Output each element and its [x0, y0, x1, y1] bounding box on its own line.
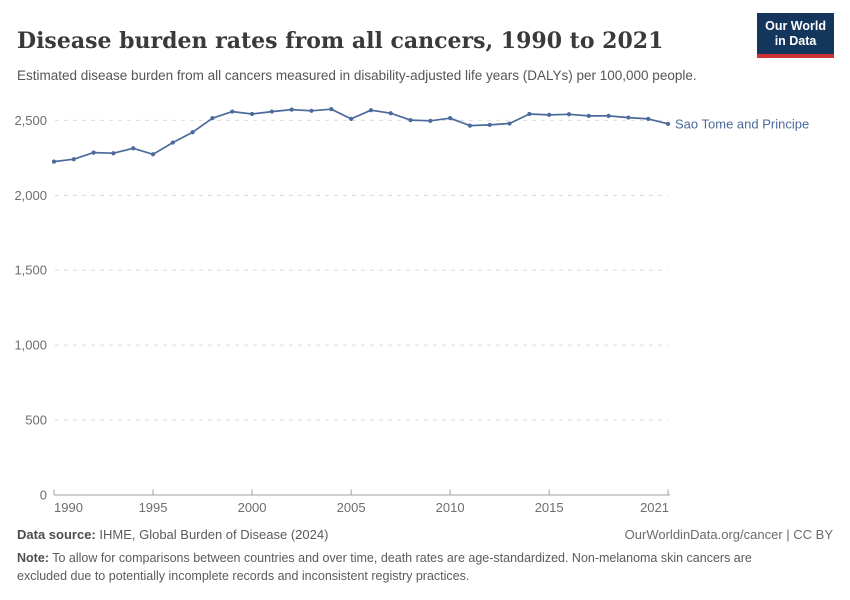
data-source-label: Data source:: [17, 527, 96, 542]
data-point-2020[interactable]: [646, 116, 651, 122]
data-source-value: IHME, Global Burden of Disease (2024): [95, 527, 329, 542]
data-point-2019[interactable]: [626, 115, 631, 120]
data-point-2003[interactable]: [309, 108, 314, 113]
data-point-2018[interactable]: [606, 113, 611, 119]
data-point-1996[interactable]: [170, 140, 175, 145]
data-point-2005[interactable]: [348, 116, 354, 122]
data-point-2010[interactable]: [448, 116, 453, 121]
data-point-2001[interactable]: [269, 109, 274, 114]
data-point-1991[interactable]: [71, 157, 76, 162]
data-point-2015[interactable]: [547, 112, 552, 117]
x-axis-label-2021: 2021: [640, 500, 669, 515]
y-axis-label-1500: 1,500: [14, 263, 47, 278]
data-point-1997[interactable]: [190, 130, 195, 135]
data-point-2016[interactable]: [566, 112, 572, 117]
footnote-label: Note:: [17, 551, 49, 565]
data-point-2007[interactable]: [388, 111, 393, 116]
owid-logo-line2: in Data: [774, 34, 817, 48]
data-point-1994[interactable]: [131, 146, 136, 151]
y-axis-label-0: 0: [40, 488, 47, 503]
data-point-1995[interactable]: [150, 152, 156, 157]
data-source-text: Data source: IHME, Global Burden of Dise…: [17, 527, 328, 542]
data-point-1990[interactable]: [51, 159, 57, 164]
data-point-2011[interactable]: [467, 123, 473, 128]
data-point-1993[interactable]: [111, 151, 116, 156]
data-point-2004[interactable]: [329, 107, 334, 112]
data-point-1992[interactable]: [91, 150, 96, 155]
data-point-2014[interactable]: [527, 111, 532, 117]
data-point-2002[interactable]: [289, 107, 294, 112]
series-label: Sao Tome and Principe: [675, 116, 809, 131]
data-point-2008[interactable]: [408, 118, 413, 123]
y-axis-label-1000: 1,000: [14, 338, 47, 353]
y-axis-label-2000: 2,000: [14, 188, 47, 203]
data-point-1998[interactable]: [210, 116, 215, 121]
footnote-value: To allow for comparisons between countri…: [17, 551, 752, 584]
data-point-2000[interactable]: [249, 111, 255, 117]
x-axis-label-2000: 2000: [238, 500, 267, 515]
chart-subtitle: Estimated disease burden from all cancer…: [17, 67, 697, 83]
x-axis-label-2010: 2010: [436, 500, 465, 515]
data-point-2006[interactable]: [368, 108, 374, 113]
data-point-2013[interactable]: [507, 121, 512, 126]
x-axis-label-2015: 2015: [535, 500, 564, 515]
data-point-2009[interactable]: [428, 118, 433, 123]
data-point-2021[interactable]: [665, 121, 671, 126]
y-axis-label-500: 500: [25, 413, 47, 428]
y-axis-label-2500: 2,500: [14, 113, 47, 128]
series-line[interactable]: [53, 108, 669, 163]
owid-logo-line1: Our World: [765, 19, 826, 33]
x-axis-label-1990: 1990: [54, 500, 83, 515]
chart-footer: Data source: IHME, Global Burden of Dise…: [17, 527, 833, 542]
x-axis-label-1995: 1995: [139, 500, 168, 515]
owid-logo: Our World in Data: [757, 13, 834, 58]
footnote: Note: To allow for comparisons between c…: [17, 549, 762, 585]
data-point-1999[interactable]: [230, 109, 235, 114]
data-point-2012[interactable]: [487, 122, 492, 127]
data-point-2017[interactable]: [586, 113, 591, 119]
license-text: OurWorldinData.org/cancer | CC BY: [624, 527, 833, 542]
page-title: Disease burden rates from all cancers, 1…: [17, 27, 664, 54]
x-axis-label-2005: 2005: [337, 500, 366, 515]
